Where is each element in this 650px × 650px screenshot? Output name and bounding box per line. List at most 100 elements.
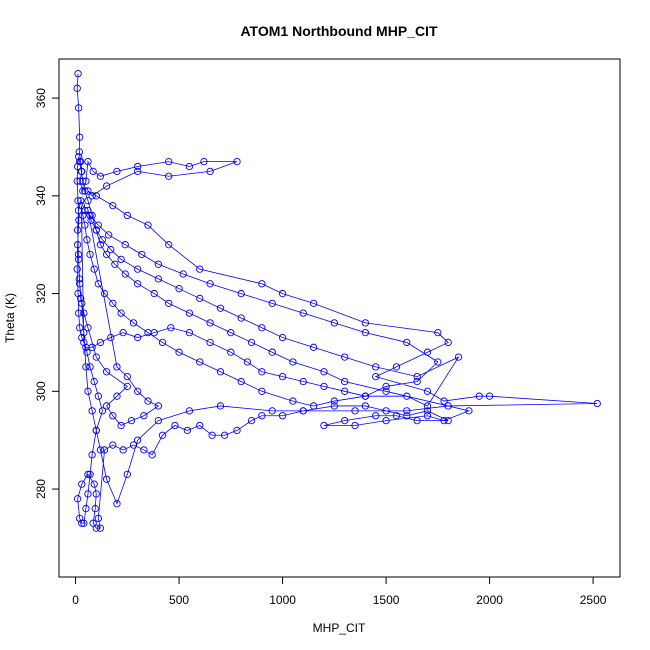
data-point — [320, 368, 328, 376]
data-point — [84, 324, 92, 332]
x-tick-label: 1000 — [269, 593, 296, 607]
data-point — [90, 377, 98, 386]
data-point — [96, 338, 105, 347]
data-point — [134, 265, 142, 273]
data-point — [227, 329, 235, 337]
data-point — [102, 250, 111, 259]
data-point — [75, 104, 83, 112]
data-point — [73, 84, 81, 92]
y-tick-label: 320 — [34, 283, 48, 303]
data-point — [73, 177, 81, 185]
data-point — [258, 324, 266, 332]
data-point — [237, 289, 245, 298]
data-point — [96, 241, 105, 249]
data-point — [158, 338, 167, 347]
data-point — [485, 392, 494, 400]
data-point — [148, 451, 156, 459]
data-point — [258, 387, 266, 395]
data-point — [75, 148, 83, 156]
data-point — [89, 167, 97, 176]
data-point — [84, 387, 92, 395]
data-point — [150, 289, 158, 298]
data-point — [107, 333, 115, 342]
data-point — [90, 480, 98, 488]
data-point — [134, 387, 142, 395]
data-point — [94, 514, 102, 523]
data-point — [98, 407, 107, 415]
data-point — [138, 250, 146, 259]
x-axis-label: MHP_CIT — [313, 621, 366, 635]
data-point — [84, 187, 92, 195]
data-point — [113, 500, 121, 508]
data-point — [330, 319, 338, 327]
data-point — [76, 177, 84, 185]
data-point — [92, 524, 100, 532]
data-point — [372, 363, 380, 371]
data-point — [309, 343, 318, 351]
data-point — [82, 177, 90, 185]
data-point — [117, 421, 125, 430]
data-point — [382, 382, 390, 391]
data-point — [258, 412, 266, 420]
data-point — [88, 192, 96, 200]
data-point — [102, 368, 111, 376]
data-point — [423, 407, 432, 415]
data-point — [175, 348, 183, 356]
data-point — [105, 231, 113, 239]
data-point — [351, 407, 359, 415]
data-point — [423, 387, 432, 395]
data-point — [165, 241, 173, 249]
data-point — [440, 397, 448, 405]
data-point — [593, 399, 601, 408]
data-point — [80, 519, 88, 527]
data-point — [113, 363, 121, 371]
data-point — [237, 377, 245, 386]
data-point — [123, 470, 131, 479]
data-point — [96, 524, 105, 532]
data-point — [113, 392, 121, 400]
data-point — [140, 446, 148, 454]
data-point — [121, 241, 129, 249]
data-point — [258, 280, 266, 288]
data-point — [102, 182, 111, 190]
y-axis: 280 300 320 340 360 — [34, 88, 60, 499]
data-point — [278, 372, 287, 381]
data-point — [94, 221, 102, 229]
data-point — [86, 470, 94, 479]
data-point — [94, 280, 102, 288]
data-point — [92, 426, 100, 435]
data-point — [109, 412, 117, 420]
data-point — [289, 358, 297, 366]
data-point — [361, 319, 370, 327]
data-point — [76, 133, 84, 141]
data-point — [413, 372, 421, 381]
data-point — [92, 192, 100, 200]
data-point — [73, 495, 82, 503]
y-tick-label: 300 — [34, 381, 48, 401]
data-point — [341, 353, 349, 361]
data-point — [119, 329, 127, 337]
data-point — [206, 319, 214, 327]
data-point — [140, 412, 148, 420]
data-point — [196, 294, 204, 303]
data-point — [79, 187, 87, 195]
data-point — [73, 265, 81, 273]
data-point — [220, 431, 229, 439]
data-point — [92, 353, 100, 361]
data-point — [185, 162, 194, 171]
data-point — [392, 363, 401, 371]
data-point — [154, 402, 163, 410]
y-tick-label: 360 — [34, 88, 48, 108]
data-point — [134, 167, 142, 176]
data-point — [123, 211, 131, 220]
data-point — [309, 402, 318, 410]
y-tick-label: 280 — [34, 479, 48, 499]
data-point — [87, 216, 95, 224]
data-point — [351, 421, 359, 430]
data-point — [73, 226, 82, 234]
data-point — [403, 338, 411, 347]
data-point — [299, 407, 307, 415]
data-point — [465, 407, 473, 415]
data-point — [100, 446, 109, 454]
data-point — [88, 451, 96, 459]
